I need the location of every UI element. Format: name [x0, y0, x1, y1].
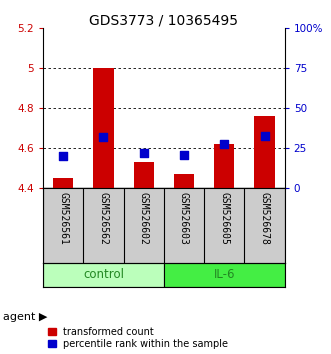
Legend: transformed count, percentile rank within the sample: transformed count, percentile rank withi…	[48, 327, 228, 349]
Point	[181, 152, 187, 158]
Text: agent ▶: agent ▶	[3, 312, 48, 322]
Text: GSM526562: GSM526562	[98, 192, 109, 245]
Text: IL-6: IL-6	[213, 268, 235, 281]
Bar	[43, 263, 164, 287]
Text: GSM526678: GSM526678	[260, 192, 269, 245]
Bar	[255, 116, 275, 188]
Bar	[93, 68, 114, 188]
Text: GSM526602: GSM526602	[139, 192, 149, 245]
Text: GSM526561: GSM526561	[58, 192, 68, 245]
Bar	[174, 175, 194, 188]
Text: control: control	[83, 268, 124, 281]
Bar	[53, 178, 73, 188]
Bar	[134, 162, 154, 188]
Bar	[164, 263, 285, 287]
Title: GDS3773 / 10365495: GDS3773 / 10365495	[89, 13, 238, 27]
Point	[221, 141, 227, 147]
Point	[262, 133, 267, 138]
Point	[101, 135, 106, 140]
Point	[61, 154, 66, 159]
Text: GSM526605: GSM526605	[219, 192, 229, 245]
Bar	[214, 144, 234, 188]
Point	[141, 150, 146, 156]
Text: GSM526603: GSM526603	[179, 192, 189, 245]
